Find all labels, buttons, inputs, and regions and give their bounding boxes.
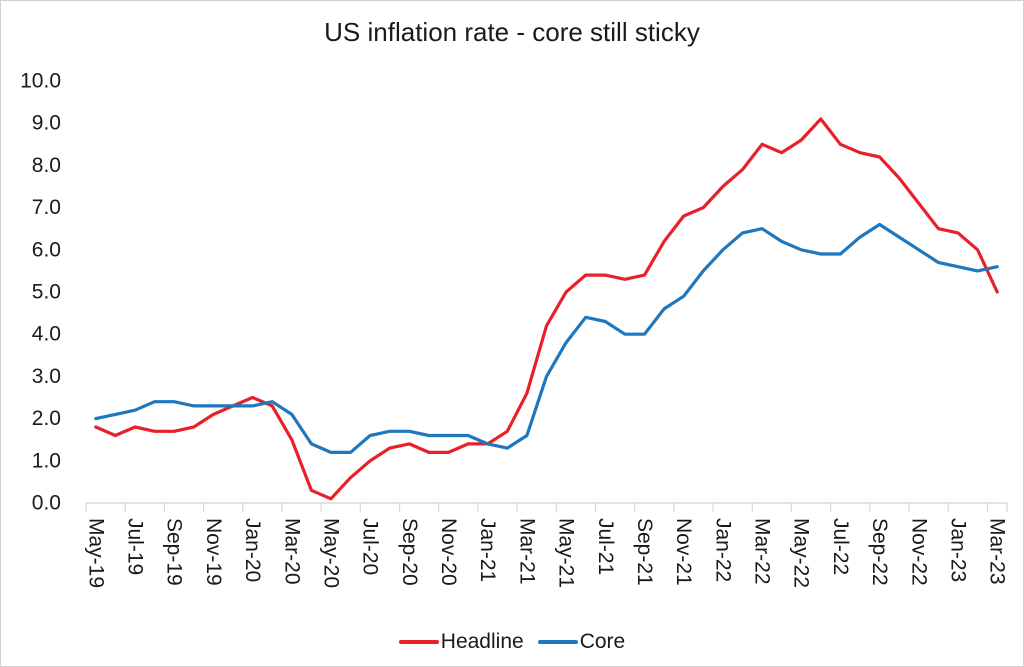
legend-label-headline: Headline — [440, 630, 524, 653]
headline-line — [94, 117, 999, 501]
x-tick-label: Mar-22 — [751, 518, 774, 585]
y-tick-label: 3.0 — [32, 365, 61, 388]
chart-title: US inflation rate - core still sticky — [324, 17, 700, 47]
y-tick-label: 7.0 — [32, 196, 61, 219]
x-tick-label: Mar-20 — [280, 518, 303, 585]
chart-legend: Headline Core — [1, 630, 1023, 654]
x-tick-label: Jul-21 — [594, 518, 617, 575]
core-line — [94, 222, 999, 454]
x-tick-label: Mar-23 — [986, 518, 1009, 585]
core-line-swatch — [537, 640, 578, 644]
x-tick-label: Sep-20 — [398, 518, 421, 586]
x-tick-label: Sep-21 — [633, 518, 656, 586]
x-tick-label: Nov-19 — [202, 518, 225, 586]
y-tick-label: 4.0 — [32, 323, 61, 346]
x-tick-label: Jul-20 — [359, 518, 382, 575]
y-tick-label: 10.0 — [20, 70, 61, 93]
x-tick-label: May-22 — [790, 518, 813, 588]
x-tick-label: Jul-22 — [829, 518, 852, 575]
x-tick-label: May-19 — [84, 518, 107, 588]
legend-label-core: Core — [579, 630, 626, 653]
x-tick-label: Jan-23 — [947, 518, 970, 582]
y-tick-label: 2.0 — [32, 407, 61, 430]
y-tick-label: 5.0 — [32, 281, 61, 304]
x-tick-label: Jan-22 — [711, 518, 734, 582]
x-tick-label: Nov-21 — [672, 518, 695, 586]
x-tick-label: Sep-22 — [868, 518, 891, 586]
x-tick-label: Sep-19 — [163, 518, 186, 586]
legend-item-core: Core — [537, 630, 626, 654]
y-tick-label: 9.0 — [32, 112, 61, 135]
x-tick-label: Jan-21 — [476, 518, 499, 582]
x-tick-label: May-20 — [319, 518, 342, 588]
x-tick-label: May-21 — [555, 518, 578, 588]
y-tick-label: 8.0 — [32, 154, 61, 177]
x-tick-label: Jul-19 — [123, 518, 146, 575]
y-tick-label: 6.0 — [32, 238, 61, 261]
x-tick-label: Nov-20 — [437, 518, 460, 586]
y-tick-label: 0.0 — [32, 492, 61, 515]
legend-item-headline: Headline — [398, 630, 524, 654]
y-tick-label: 1.0 — [32, 449, 61, 472]
x-tick-label: Mar-21 — [515, 518, 538, 585]
x-tick-label: Jan-20 — [241, 518, 264, 582]
x-tick-label: Nov-22 — [907, 518, 930, 586]
headline-line-swatch — [398, 640, 439, 644]
